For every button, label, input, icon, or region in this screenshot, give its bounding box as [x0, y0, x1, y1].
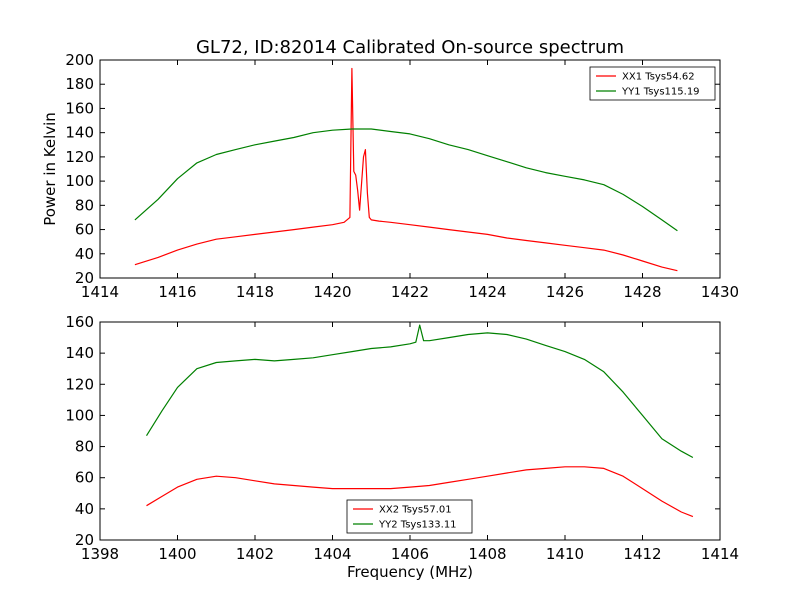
y-tick-label: 100: [65, 406, 94, 424]
legend-entry-label: XX1 Tsys54.62: [622, 72, 695, 83]
x-tick-label: 1424: [468, 283, 506, 301]
series-line-xx1: [134, 67, 678, 272]
x-tick-label: 1410: [546, 545, 584, 563]
legend-box: [589, 66, 716, 101]
x-tick-label: 1406: [391, 545, 429, 563]
legend: XX1 Tsys54.62 YY1 Tsys115.19: [589, 66, 716, 101]
series-line-yy2: [145, 324, 694, 459]
x-tick-label: 1408: [468, 545, 506, 563]
x-tick-label: 1426: [546, 283, 584, 301]
legend-entry-label: YY2 Tsys133.11: [378, 520, 457, 531]
series-line-yy1: [134, 128, 678, 232]
x-tick-label: 1402: [236, 545, 274, 563]
y-tick-label: 80: [75, 196, 94, 214]
y-tick-label: 160: [65, 99, 94, 117]
y-tick-label: 120: [65, 375, 94, 393]
y-tick-label: 100: [65, 172, 94, 190]
legend-entry-label: XX2 Tsys57.01: [379, 505, 452, 516]
y-tick-label: 20: [75, 531, 94, 549]
y-tick-label: 40: [75, 245, 94, 263]
x-tick-label: 1416: [158, 283, 196, 301]
y-tick-label: 40: [75, 500, 94, 518]
y-tick-label: 60: [75, 221, 94, 239]
figure-title: GL72, ID:82014 Calibrated On-source spec…: [196, 37, 624, 58]
series-line-xx2: [146, 466, 694, 518]
legend: XX2 Tsys57.01 YY2 Tsys133.11: [346, 499, 473, 534]
y-tick-label: 80: [75, 438, 94, 456]
y-tick-label: 180: [65, 75, 94, 93]
y-tick-label: 20: [75, 269, 94, 287]
x-tick-label: 1404: [313, 545, 351, 563]
legend-box: [346, 499, 473, 534]
y-tick-label: 140: [65, 344, 94, 362]
y-tick-label: 120: [65, 148, 94, 166]
x-tick-label: 1414: [81, 283, 119, 301]
x-tick-label: 1412: [623, 545, 661, 563]
legend-entry-label: YY1 Tsys115.19: [621, 87, 700, 98]
x-tick-label: 1414: [701, 545, 739, 563]
x-axis-label: Frequency (MHz): [347, 563, 473, 581]
x-tick-label: 1430: [701, 283, 739, 301]
y-axis-label: Power in Kelvin: [41, 112, 59, 226]
x-tick-label: 1428: [623, 283, 661, 301]
x-tick-label: 1398: [81, 545, 119, 563]
x-tick-label: 1400: [158, 545, 196, 563]
x-tick-label: 1422: [391, 283, 429, 301]
y-tick-label: 140: [65, 124, 94, 142]
bottom-spectrum-panel: 1398 1400 1402 1404 1406 1408 1410 1412 1414 20 40…: [65, 313, 739, 581]
x-tick-label: 1418: [236, 283, 274, 301]
y-tick-label: 200: [65, 51, 94, 69]
x-tick-label: 1420: [313, 283, 351, 301]
top-spectrum-panel: 1414 1416 1418 1420 1422 1424 1426 1428 1430 20 40…: [41, 51, 739, 301]
y-tick-label: 60: [75, 469, 94, 487]
y-tick-label: 160: [65, 313, 94, 331]
